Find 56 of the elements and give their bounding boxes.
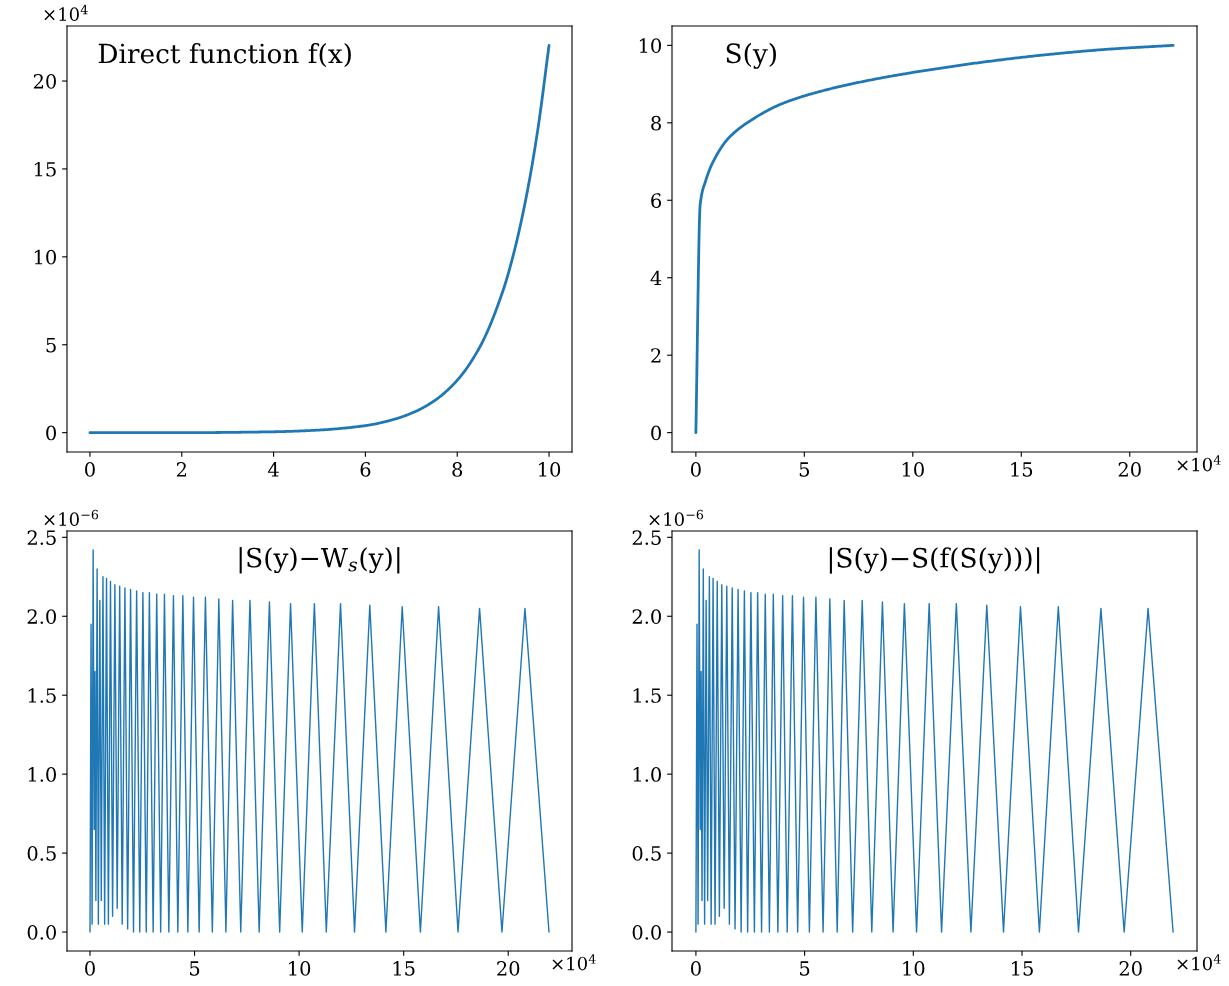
text: |S(y)−W$_{s}$(y)| — [239, 547, 400, 574]
y-tick-label: 2 — [651, 348, 661, 363]
text: ×10$^{−6}$ — [44, 509, 99, 526]
text: Direct function f(x) — [98, 43, 351, 68]
x-tick-label: 10 — [289, 961, 311, 976]
text: ×10$^{−6}$ — [649, 509, 704, 526]
line-series — [89, 549, 550, 933]
y-tick-label: 0 — [46, 425, 56, 441]
text: ×10$^{4}$ — [1177, 954, 1221, 971]
y-tick-label: 0.5 — [632, 846, 661, 861]
y-tick-label: 8 — [651, 115, 661, 131]
y-tick-label: 5 — [46, 337, 56, 353]
x-tick-label: 15 — [1012, 961, 1033, 976]
x-tick-label: 8 — [452, 462, 463, 477]
x-tick-label: 5 — [799, 462, 810, 477]
x-tick-label: 0 — [85, 462, 95, 477]
x-tick-label: 6 — [360, 462, 371, 477]
y-tick-label: 10 — [34, 249, 56, 265]
x-tick-label: 4 — [268, 462, 279, 477]
x-tick-label: 10 — [539, 462, 561, 477]
y-tick-label: 1.5 — [28, 688, 56, 703]
y-tick-label: 10 — [639, 38, 661, 54]
y-tick-label: 15 — [34, 161, 56, 177]
x-tick-label: 5 — [800, 961, 810, 976]
text: |S(y)−S(f(S(y)))| — [829, 547, 1040, 574]
y-tick-label: 4 — [650, 270, 662, 286]
text: ×10$^{4}$ — [44, 4, 88, 21]
x-tick-label: 20 — [497, 961, 520, 976]
y-tick-label: 0.5 — [27, 846, 56, 861]
y-tick-label: 0 — [651, 425, 661, 441]
x-tick-label: 20 — [1118, 462, 1141, 477]
y-tick-label: 2.0 — [27, 609, 56, 624]
text: ×10$^{4}$ — [552, 954, 596, 971]
text: ×10$^{4}$ — [1177, 455, 1221, 472]
x-tick-label: 20 — [1119, 961, 1142, 976]
line-series — [695, 549, 1174, 933]
y-tick-label: 2.0 — [632, 609, 661, 624]
x-tick-label: 5 — [190, 961, 200, 976]
y-tick-label: 0.0 — [27, 925, 56, 940]
y-tick-label: 20 — [33, 73, 56, 89]
y-tick-label: 1.5 — [633, 688, 661, 703]
y-tick-label: 1.0 — [633, 767, 661, 782]
y-tick-label: 0.0 — [632, 925, 661, 940]
x-tick-label: 0 — [690, 462, 701, 477]
x-tick-label: 15 — [393, 961, 415, 976]
y-tick-label: 2.5 — [27, 530, 56, 545]
y-tick-label: 1.0 — [28, 767, 56, 782]
y-tick-label: 6 — [651, 193, 662, 208]
x-tick-label: 15 — [1011, 462, 1033, 477]
x-tick-label: 2 — [176, 462, 187, 477]
x-tick-label: 10 — [902, 462, 924, 477]
x-tick-label: 10 — [903, 961, 925, 976]
text: S(y) — [726, 42, 776, 69]
x-tick-label: 0 — [85, 961, 95, 976]
y-tick-label: 2.5 — [632, 530, 661, 545]
x-tick-label: 0 — [691, 961, 701, 976]
